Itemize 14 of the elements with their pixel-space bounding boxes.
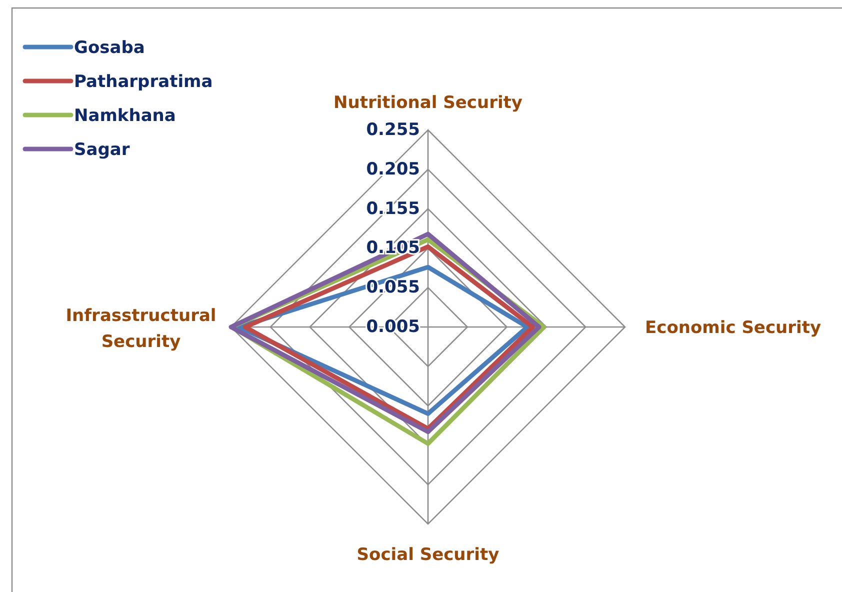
y-tick-label: 0.055 bbox=[366, 278, 420, 298]
legend-label: Sagar bbox=[74, 140, 130, 160]
y-tick-label: 0.105 bbox=[366, 238, 420, 258]
legend-label: Gosaba bbox=[74, 38, 145, 58]
legend-label: Patharpratima bbox=[74, 72, 213, 92]
y-tick-label: 0.255 bbox=[366, 120, 420, 140]
y-tick-label: 0.005 bbox=[366, 317, 420, 337]
y-tick-label: 0.205 bbox=[366, 159, 420, 180]
spoke-label: Economic Security bbox=[645, 318, 822, 338]
y-tick-label: 0.155 bbox=[366, 198, 420, 219]
spoke-label: Nutritional Security bbox=[334, 93, 522, 113]
spoke-label: Social Security bbox=[356, 545, 500, 565]
spoke-label: Infrasstructural Security bbox=[66, 306, 216, 352]
legend-label: Namkhana bbox=[74, 106, 176, 126]
